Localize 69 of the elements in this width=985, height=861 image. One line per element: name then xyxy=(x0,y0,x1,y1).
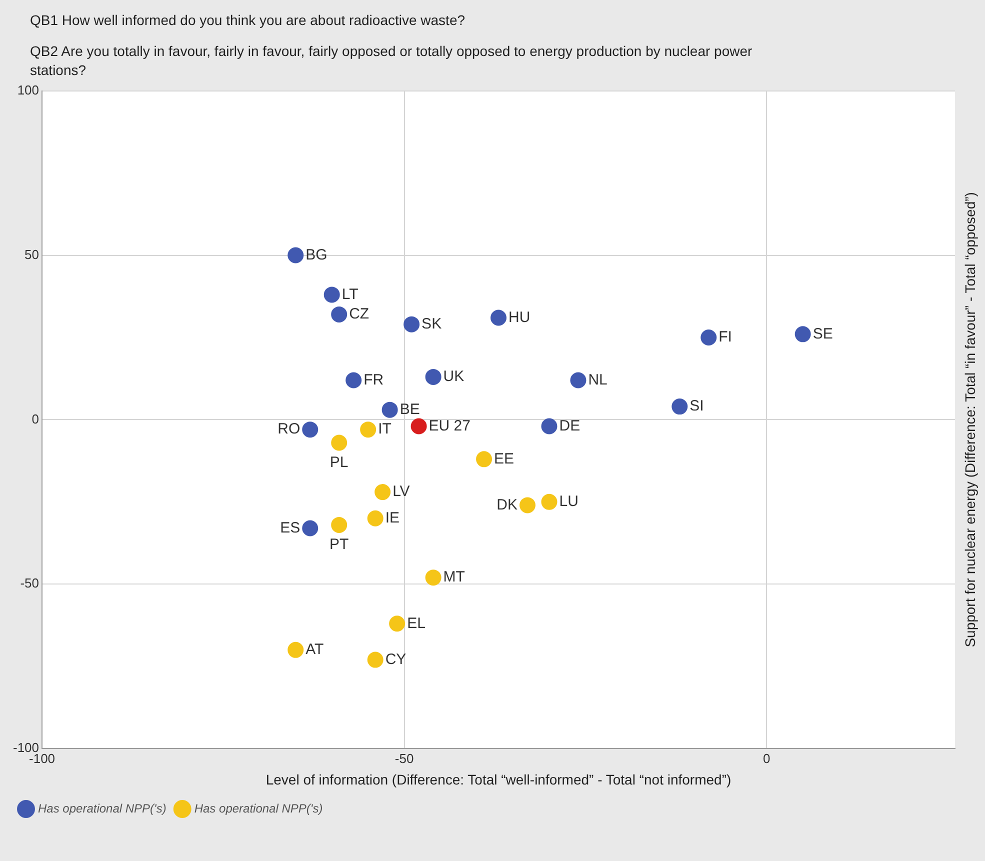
annotation: LV xyxy=(392,482,410,500)
point xyxy=(331,306,348,322)
annotation: LT xyxy=(342,286,358,303)
annotation: DE xyxy=(559,417,580,434)
y-tick-label: 0 xyxy=(32,411,40,426)
legend-label: Has operational NPP('s) xyxy=(194,801,323,816)
point xyxy=(476,450,492,467)
point xyxy=(382,402,398,418)
legend-label: Has operational NPP('s) xyxy=(38,801,166,816)
chart-subtitle: QB2 Are you totally in favour, fairly in favour, fairly opposed or totally opposed to energy production by nuclear power stations? xyxy=(30,42,754,80)
point xyxy=(302,421,318,438)
point xyxy=(324,286,340,302)
x-tick-label: -50 xyxy=(394,750,414,766)
annotation: NL xyxy=(588,371,608,388)
point xyxy=(425,569,442,586)
y-tick-label: 100 xyxy=(17,82,40,98)
annotation: FR xyxy=(364,371,384,388)
point xyxy=(389,615,406,632)
y-tick-label: 50 xyxy=(24,246,40,262)
annotation: AT xyxy=(306,640,324,658)
annotation: IT xyxy=(378,420,392,438)
annotation: FI xyxy=(718,328,732,346)
x-axis-title: Level of information (Difference: Total “well-informed” - Total “not informed”) xyxy=(266,771,732,788)
point xyxy=(404,316,420,332)
y-axis-title: Support for nuclear energy (Difference: Total “in favour” - Total “opposed”) xyxy=(962,192,978,648)
chart-title: QB1 How well informed do you think you are about radioactive waste? xyxy=(30,12,466,28)
point xyxy=(794,326,811,342)
point xyxy=(360,421,376,438)
point xyxy=(519,496,536,513)
annotation: BE xyxy=(400,400,420,418)
annotation: EU 27 xyxy=(428,417,471,434)
x-tick-label: 0 xyxy=(762,750,770,766)
point xyxy=(700,329,717,346)
point xyxy=(367,652,384,668)
annotation: CZ xyxy=(349,305,370,322)
annotation: HU xyxy=(508,308,530,326)
point xyxy=(410,418,427,434)
point xyxy=(672,398,688,414)
point xyxy=(541,494,558,510)
annotation: BG xyxy=(306,246,328,264)
point xyxy=(331,434,348,451)
annotation: RO xyxy=(278,420,300,438)
annotation: ES xyxy=(280,519,300,536)
annotation: SI xyxy=(690,397,704,414)
annotation: PT xyxy=(330,536,349,553)
point xyxy=(288,247,304,264)
annotation: UK xyxy=(443,368,464,385)
point xyxy=(541,418,558,434)
point xyxy=(346,372,362,388)
annotation: EE xyxy=(494,450,514,468)
y-tick-label: -50 xyxy=(20,576,40,591)
point xyxy=(367,510,384,526)
point xyxy=(425,368,442,385)
point xyxy=(331,516,348,533)
annotation: MT xyxy=(443,568,465,586)
point xyxy=(302,520,318,536)
point xyxy=(490,310,507,326)
point xyxy=(288,642,304,658)
point xyxy=(374,484,391,500)
point xyxy=(570,372,586,388)
annotation: PL xyxy=(330,454,348,471)
annotation: DK xyxy=(496,496,518,514)
y-tick-label: -100 xyxy=(12,740,40,755)
annotation: CY xyxy=(385,650,406,668)
annotation: LU xyxy=(559,492,578,510)
annotation: SK xyxy=(422,315,442,332)
annotation: EL xyxy=(407,614,426,632)
annotation: IE xyxy=(385,509,400,526)
annotation: SE xyxy=(812,325,833,342)
